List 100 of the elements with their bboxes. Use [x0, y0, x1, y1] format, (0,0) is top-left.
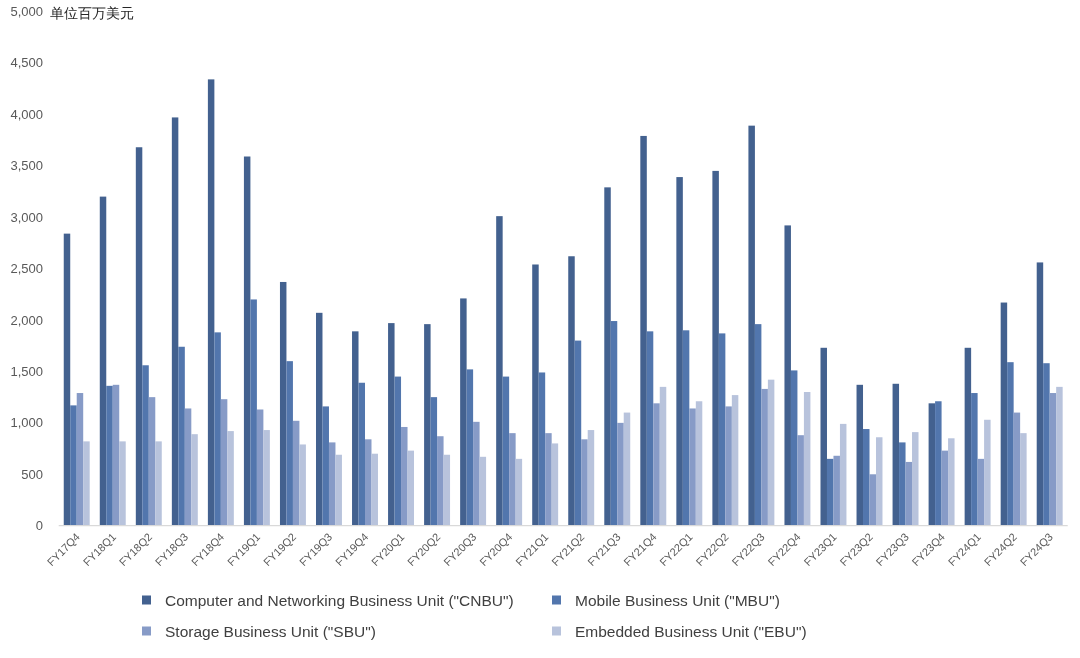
bar — [839, 423, 847, 526]
bar — [106, 385, 113, 526]
bar — [466, 369, 474, 526]
bar — [869, 474, 876, 526]
bar — [718, 333, 726, 526]
bar — [905, 461, 913, 526]
bar — [401, 426, 408, 526]
bar — [184, 408, 192, 526]
bar — [1049, 393, 1057, 526]
bar — [352, 331, 359, 526]
bar — [646, 331, 654, 526]
bar — [286, 361, 293, 526]
legend-label: Storage Business Unit ("SBU") — [165, 622, 376, 640]
bar — [437, 436, 444, 526]
bar — [1056, 386, 1063, 526]
bar — [892, 383, 900, 526]
bar — [689, 408, 696, 526]
bar — [803, 392, 811, 526]
bar — [790, 370, 798, 526]
bar — [731, 395, 739, 526]
bar — [725, 406, 732, 526]
y-tick-label: 500 — [21, 466, 43, 482]
bar — [797, 435, 804, 526]
bar — [263, 430, 270, 526]
bar — [912, 432, 919, 526]
bar — [1043, 363, 1050, 526]
y-tick-label: 3,000 — [10, 209, 43, 225]
bar — [761, 388, 768, 526]
bar — [833, 455, 840, 526]
bar — [76, 393, 84, 526]
bar — [617, 422, 624, 526]
bar — [227, 431, 234, 526]
bar — [977, 458, 985, 526]
bar — [826, 458, 834, 526]
bar — [610, 321, 618, 526]
bar — [948, 438, 955, 526]
bar — [256, 409, 264, 526]
bar — [358, 382, 365, 526]
bar — [928, 403, 936, 526]
bar — [659, 386, 667, 526]
bar — [640, 135, 647, 526]
bar — [604, 187, 611, 526]
bar — [430, 397, 438, 526]
y-tick-label: 0 — [35, 518, 43, 534]
bar — [148, 397, 156, 526]
bar — [407, 450, 415, 526]
legend-label: Mobile Business Unit ("MBU") — [575, 591, 780, 609]
bar — [935, 401, 942, 526]
bar — [171, 117, 179, 526]
bar — [250, 299, 257, 526]
bar — [984, 419, 991, 526]
bar — [479, 456, 487, 526]
bar — [460, 298, 467, 526]
bar — [941, 450, 949, 526]
bar — [545, 433, 552, 526]
bar — [135, 147, 143, 526]
bar — [509, 433, 516, 526]
bar — [424, 324, 431, 526]
bar — [1013, 412, 1021, 526]
bar — [142, 365, 149, 526]
bar — [754, 324, 762, 526]
y-tick-label: 1,000 — [10, 415, 43, 431]
bar — [971, 393, 978, 526]
bar — [70, 405, 77, 526]
bar — [63, 233, 71, 526]
bar — [388, 323, 395, 526]
bar — [299, 444, 306, 526]
bar — [581, 439, 588, 526]
bar — [292, 420, 300, 526]
bar — [443, 454, 451, 526]
bar — [83, 441, 90, 526]
bar — [279, 281, 287, 526]
bar — [502, 376, 510, 526]
bar — [496, 216, 503, 526]
bar — [875, 437, 883, 526]
y-tick-label: 1,500 — [10, 363, 43, 379]
bar — [214, 332, 221, 526]
bar — [623, 412, 631, 526]
bar — [99, 196, 107, 526]
bar — [243, 156, 251, 526]
y-tick-label: 2,000 — [10, 312, 43, 328]
y-tick-label: 4,500 — [10, 55, 43, 71]
bar — [119, 441, 126, 526]
y-tick-label: 4,000 — [10, 106, 43, 122]
legend-label: Computer and Networking Business Unit ("CNBU") — [165, 591, 514, 609]
y-axis-title: 单位百万美元 — [50, 4, 134, 21]
bar — [155, 441, 162, 526]
bar — [322, 406, 329, 526]
bar — [964, 347, 972, 526]
y-tick-label: 3,500 — [10, 158, 43, 174]
bar — [207, 79, 215, 526]
bar — [784, 225, 791, 526]
bar — [328, 442, 336, 526]
bar — [695, 401, 703, 526]
bar — [394, 376, 402, 526]
bar — [365, 439, 372, 526]
bar — [532, 264, 539, 526]
bar — [178, 346, 185, 526]
legend-label: Embedded Business Unit ("EBU") — [575, 622, 807, 640]
bar — [1020, 433, 1027, 526]
